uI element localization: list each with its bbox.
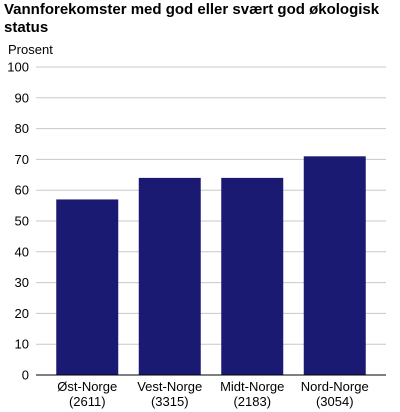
bar — [56, 199, 119, 375]
y-tick-label: 40 — [15, 244, 29, 259]
x-tick-label: Midt-Norge — [220, 379, 284, 394]
bar — [303, 156, 366, 375]
bar — [221, 177, 284, 375]
x-tick-labels: Øst-Norge(2611) Vest-Norge(3315) Midt-Norg… — [57, 379, 368, 409]
y-tick-label: 10 — [15, 337, 29, 352]
bars — [56, 156, 366, 375]
y-tick-label: 90 — [15, 90, 29, 105]
y-tick-labels: 0 10 20 30 40 50 60 70 80 90 100 — [7, 60, 29, 383]
x-tick-count: (3054) — [316, 394, 354, 409]
y-tick-label: 60 — [15, 183, 29, 198]
bar — [138, 177, 201, 375]
y-tick-label: 70 — [15, 152, 29, 167]
y-tick-label: 80 — [15, 121, 29, 136]
x-tick-label: Vest-Norge — [137, 379, 202, 394]
y-tick-label: 30 — [15, 275, 29, 290]
x-tick-count: (3315) — [151, 394, 189, 409]
x-tick-label: Øst-Norge — [57, 379, 117, 394]
y-tick-label: 100 — [7, 60, 29, 75]
x-tick-count: (2183) — [233, 394, 271, 409]
y-axis-label: Prosent — [8, 42, 53, 57]
y-tick-label: 20 — [15, 306, 29, 321]
y-tick-label: 50 — [15, 214, 29, 229]
chart-title: Vannforekomster med god eller svært god … — [4, 1, 380, 36]
y-tick-label: 0 — [22, 368, 29, 383]
x-tick-count: (2611) — [69, 394, 106, 409]
x-tick-label: Nord-Norge — [301, 379, 369, 394]
